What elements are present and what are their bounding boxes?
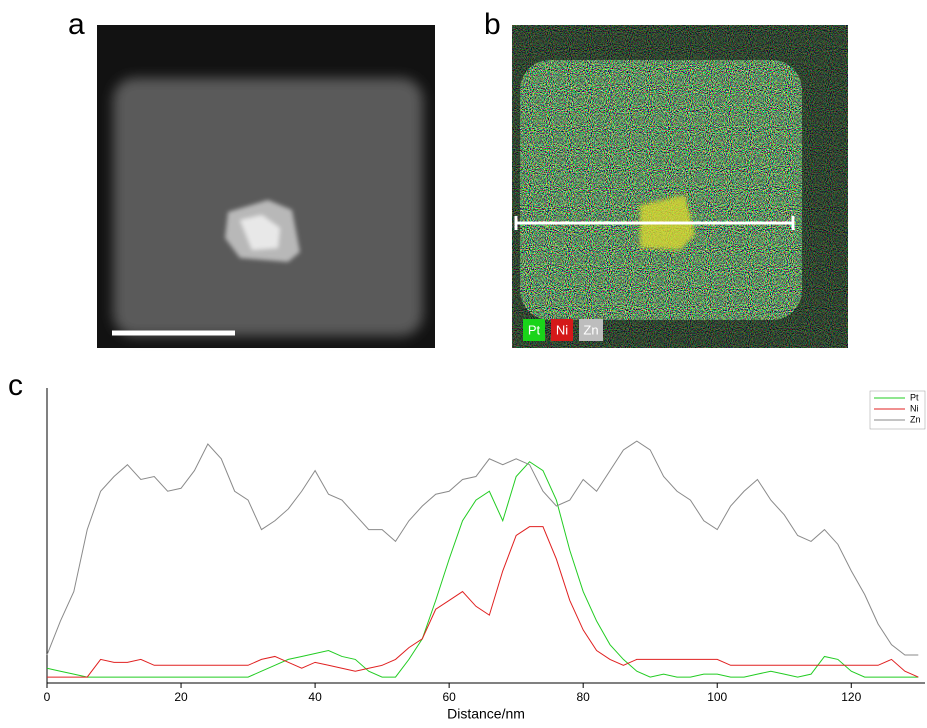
legend-swatch [523, 319, 545, 341]
x-tick-label: 60 [442, 690, 456, 704]
x-tick-label: 40 [308, 690, 322, 704]
panel-label: a [68, 8, 85, 41]
x-axis-label: Distance/nm [447, 706, 525, 722]
x-tick-label: 120 [841, 690, 861, 704]
x-tick-label: 80 [577, 690, 591, 704]
particle [225, 200, 300, 262]
legend-label: Ni [556, 322, 568, 337]
series-line [46, 461, 919, 678]
panel-label: c [8, 369, 23, 402]
x-tick-label: 20 [174, 690, 188, 704]
legend-box [869, 390, 926, 430]
legend-label: Zn [583, 322, 598, 337]
series-line [46, 440, 919, 656]
x-tick-label: 100 [707, 690, 727, 704]
legend-label: Pt [528, 322, 541, 337]
x-tick-label: 0 [44, 690, 51, 704]
legend-label: Pt [910, 392, 919, 402]
map [520, 60, 802, 320]
legend-swatch [579, 319, 603, 341]
legend-swatch [551, 319, 573, 341]
legend-label: Zn [910, 414, 921, 424]
panel-label: b [484, 8, 501, 41]
series-line [47, 526, 919, 678]
legend-label: Ni [910, 403, 919, 413]
